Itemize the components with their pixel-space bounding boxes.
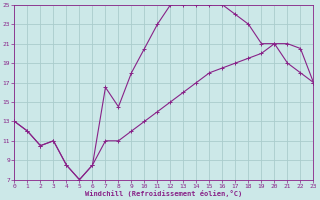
- X-axis label: Windchill (Refroidissement éolien,°C): Windchill (Refroidissement éolien,°C): [85, 190, 243, 197]
